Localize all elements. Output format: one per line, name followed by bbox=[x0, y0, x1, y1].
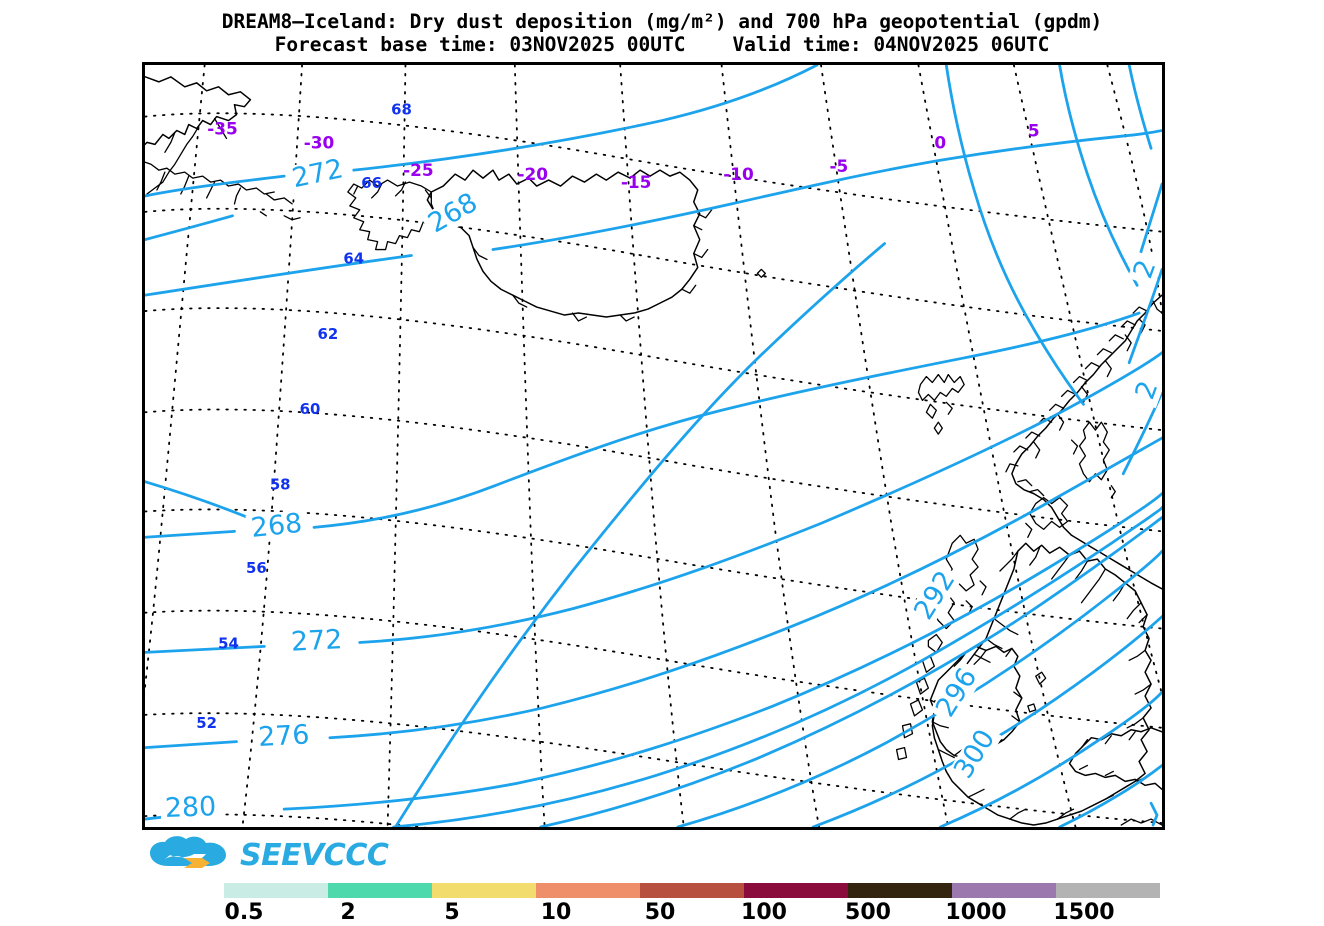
page-title: DREAM8—Iceland: Dry dust deposition (mg/… bbox=[0, 10, 1324, 56]
colorbar-cell bbox=[224, 883, 328, 898]
coastline-greenland bbox=[145, 75, 301, 221]
lat-label: 52 bbox=[196, 714, 217, 732]
colorbar-cell bbox=[640, 883, 744, 898]
colorbar-cell bbox=[328, 883, 432, 898]
map-panel[interactable]: .coast { fill:none; stroke:#000000; stro… bbox=[142, 62, 1165, 830]
title-line-1: DREAM8—Iceland: Dry dust deposition (mg/… bbox=[221, 10, 1103, 33]
graticule-parallels bbox=[145, 112, 1162, 827]
lon-label: -25 bbox=[403, 160, 434, 180]
colorbar-tick: 500 bbox=[845, 900, 891, 925]
contour-label: 280 bbox=[164, 791, 216, 824]
lon-label: -35 bbox=[207, 118, 238, 138]
cloud-icon bbox=[150, 836, 226, 868]
latitude-labels: 68 66 64 62 60 58 56 54 52 50 bbox=[176, 101, 411, 812]
lat-label: 66 bbox=[361, 174, 382, 192]
geopotential-contours bbox=[145, 65, 1162, 827]
colorbar-cell bbox=[952, 883, 1056, 898]
coastline-small-islands-irish-sea bbox=[1027, 671, 1047, 713]
contour-label: 272 bbox=[289, 153, 346, 194]
contour-label: 276 bbox=[257, 719, 310, 753]
colorbar-tick: 2 bbox=[340, 900, 356, 925]
map-canvas[interactable]: .coast { fill:none; stroke:#000000; stro… bbox=[145, 65, 1162, 827]
lon-label: 0 bbox=[934, 132, 946, 152]
logo-text: SEEVCCC bbox=[240, 837, 389, 873]
lon-label: -30 bbox=[304, 132, 335, 152]
lat-label: 56 bbox=[246, 559, 267, 577]
colorbar-tick: 0.5 bbox=[224, 900, 264, 925]
colorbar-strip bbox=[224, 883, 1160, 898]
colorbar-cell bbox=[1056, 883, 1160, 898]
lon-label: 5 bbox=[1028, 120, 1040, 140]
colorbar-tick: 1500 bbox=[1053, 900, 1115, 925]
coastline-faroe-islands bbox=[917, 373, 965, 435]
lat-label: 62 bbox=[318, 325, 339, 343]
lat-label: 58 bbox=[270, 476, 291, 494]
lat-label: 60 bbox=[300, 400, 321, 418]
coastline-iceland bbox=[347, 169, 713, 322]
contour-labels: 272 268 268 272 276 280 bbox=[160, 153, 1162, 824]
colorbar-cell bbox=[744, 883, 848, 898]
lon-label: -15 bbox=[621, 172, 652, 192]
lon-label: -20 bbox=[517, 164, 548, 184]
colorbar-cell bbox=[848, 883, 952, 898]
colorbar-tick: 50 bbox=[644, 900, 676, 925]
coastline-small-islands-north bbox=[756, 268, 766, 278]
contour-label: 268 bbox=[249, 508, 303, 544]
longitude-labels: -35 -30 -25 -20 -15 -10 -5 0 5 bbox=[207, 118, 1039, 192]
lat-label: 54 bbox=[218, 634, 239, 652]
coastline-shetland bbox=[1070, 421, 1116, 499]
colorbar-tick: 10 bbox=[540, 900, 572, 925]
colorbar-tick: 1000 bbox=[945, 900, 1007, 925]
seevccc-logo[interactable]: SEEVCCC bbox=[148, 836, 389, 874]
colorbar-tick: 5 bbox=[444, 900, 460, 925]
coastline-orkney bbox=[1025, 496, 1069, 538]
title-line-2: Forecast base time: 03NOV2025 00UTC Vali… bbox=[274, 33, 1050, 56]
colorbar: 0.5 2 5 10 50 100 500 1000 1500 bbox=[224, 883, 1160, 926]
colorbar-cell bbox=[536, 883, 640, 898]
contour-label: 272 bbox=[290, 624, 343, 658]
colorbar-tick-labels: 0.5 2 5 10 50 100 500 1000 1500 bbox=[224, 898, 1160, 926]
colorbar-cell bbox=[432, 883, 536, 898]
colorbar-tick: 100 bbox=[741, 900, 787, 925]
lat-label: 64 bbox=[343, 249, 364, 267]
lon-label: -5 bbox=[830, 156, 849, 176]
lon-label: -10 bbox=[723, 164, 754, 184]
lat-label: 68 bbox=[391, 101, 412, 119]
